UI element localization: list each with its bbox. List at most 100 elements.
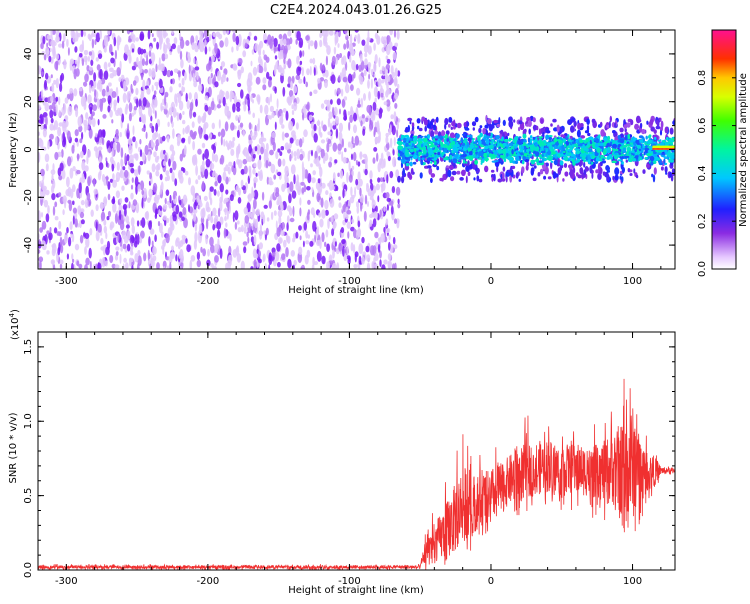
spectrogram-noise-blob [183,195,188,206]
spectrogram-signal-blob [646,121,648,125]
spectrogram-noise-blob [344,96,347,100]
spectrogram-signal-core [439,147,441,151]
spectrogram-noise-blob [360,188,362,197]
spectrogram-signal-core [635,140,639,144]
x-tick-label: 100 [623,276,642,287]
spectrogram-signal-blob [581,160,583,165]
spectrogram-noise-blob [108,147,111,153]
spectrogram-noise-blob [236,102,241,108]
spectrogram-noise-blob [51,193,55,200]
spectrogram-noise-blob [148,236,150,246]
spectrogram-noise-blob [195,165,198,176]
spectrogram-noise-blob [255,146,258,151]
spectrogram-noise-blob [218,208,220,218]
spectrogram-noise-blob [110,58,114,64]
spectrogram-noise-blob [363,93,366,101]
spectrogram-noise-blob [129,163,134,167]
spectrogram-noise-blob [182,207,186,215]
spectrogram-noise-blob [361,237,364,243]
spectrogram-noise-blob [281,124,284,129]
spectrogram-signal-core [564,156,566,161]
spectrogram-signal-blob [562,178,564,182]
spectrogram-noise-blob [41,90,43,99]
spectrogram-noise-blob [300,154,304,161]
spectrogram-noise-blob [237,253,241,263]
spectrogram-signal-blob [478,128,481,133]
spectrogram-noise-blob [329,30,334,36]
spectrogram-noise-blob [160,103,162,112]
spectrogram-noise-blob [367,262,370,272]
spectrogram-signal-core [456,149,459,151]
spectrogram-noise-blob [290,81,293,90]
spectrogram-noise-blob [115,264,120,269]
spectrogram-noise-blob [56,78,59,88]
spectrogram-noise-blob [231,165,233,172]
spectrogram-signal-core [494,146,496,150]
spectrogram-signal-core [422,146,424,149]
spectrogram-noise-blob [310,163,313,167]
spectrogram-noise-blob [46,213,50,222]
spectrogram-noise-blob [380,85,382,93]
spectrogram-signal-core [582,156,585,160]
spectrogram-noise-blob [358,220,361,227]
spectrogram-signal-core [648,135,651,139]
spectrogram-noise-blob [53,125,55,130]
spectrogram-noise-blob [109,255,113,263]
spectrogram-noise-blob [159,39,161,50]
spectrogram-noise-blob [387,260,392,269]
spectrogram-noise-blob [110,157,114,164]
spectrogram-noise-blob [89,248,92,259]
spectrogram-noise-blob [103,178,106,186]
spectrogram-signal-blob [636,175,638,179]
spectrogram-noise-blob [386,218,389,225]
spectrogram-noise-blob [181,138,185,143]
spectrogram-signal-core [620,138,625,143]
spectrogram-noise-blob [368,74,370,80]
spectrogram-noise-blob [346,210,351,215]
spectrogram-noise-blob [355,179,358,186]
spectrogram-noise-blob [290,218,295,222]
spectrogram-signal-blob [521,166,524,173]
spectrogram-noise-blob [84,74,89,83]
spectrogram-noise-blob [169,51,172,55]
spectrogram-noise-blob [375,98,377,103]
spectrogram-signal-core [522,160,525,164]
spectrogram-signal-core [608,147,610,151]
spectrogram-noise-blob [51,174,53,181]
spectrogram-noise-blob [302,50,304,57]
spectrogram-signal-core [535,146,540,152]
spectrogram-noise-blob [238,115,241,121]
spectrogram-noise-blob [258,50,261,56]
spectrogram-noise-blob [387,59,391,64]
spectrogram-noise-blob [332,249,335,258]
spectrogram-noise-blob [146,211,150,220]
spectrogram-signal-blob [493,120,498,124]
spectrogram-signal-core [607,136,610,140]
spectrogram-noise-blob [198,205,200,210]
spectrogram-signal-core [568,134,570,138]
spectrogram-signal-blob [491,170,495,173]
spectrogram-noise-blob [284,45,288,55]
spectrogram-noise-blob [69,88,73,94]
spectrogram-noise-blob [291,164,296,174]
spectrogram-noise-blob [103,196,107,206]
spectrogram-signal-blob [503,120,506,126]
spectrogram-noise-blob [390,138,393,148]
spectrogram-noise-blob [75,218,78,227]
spectrogram-noise-blob [318,196,321,201]
spectrogram-signal-blob [528,120,532,127]
spectrogram-signal-blob [642,169,645,174]
spectrogram-noise-blob [281,222,285,230]
spectrogram-signal-core [511,149,514,155]
spectrogram-noise-blob [397,203,400,208]
spectrogram-noise-blob [70,189,73,199]
spectrogram-noise-blob [53,41,57,46]
spectrogram-noise-blob [318,212,321,217]
spectrogram-noise-blob [252,169,255,175]
spectrogram-noise-blob [260,147,264,155]
spectrogram-noise-blob [161,231,164,238]
spectrogram-noise-blob [257,65,259,73]
spectrogram-noise-blob [184,145,187,155]
spectrogram-noise-blob [142,198,144,209]
spectrogram-signal-blob [405,127,409,133]
